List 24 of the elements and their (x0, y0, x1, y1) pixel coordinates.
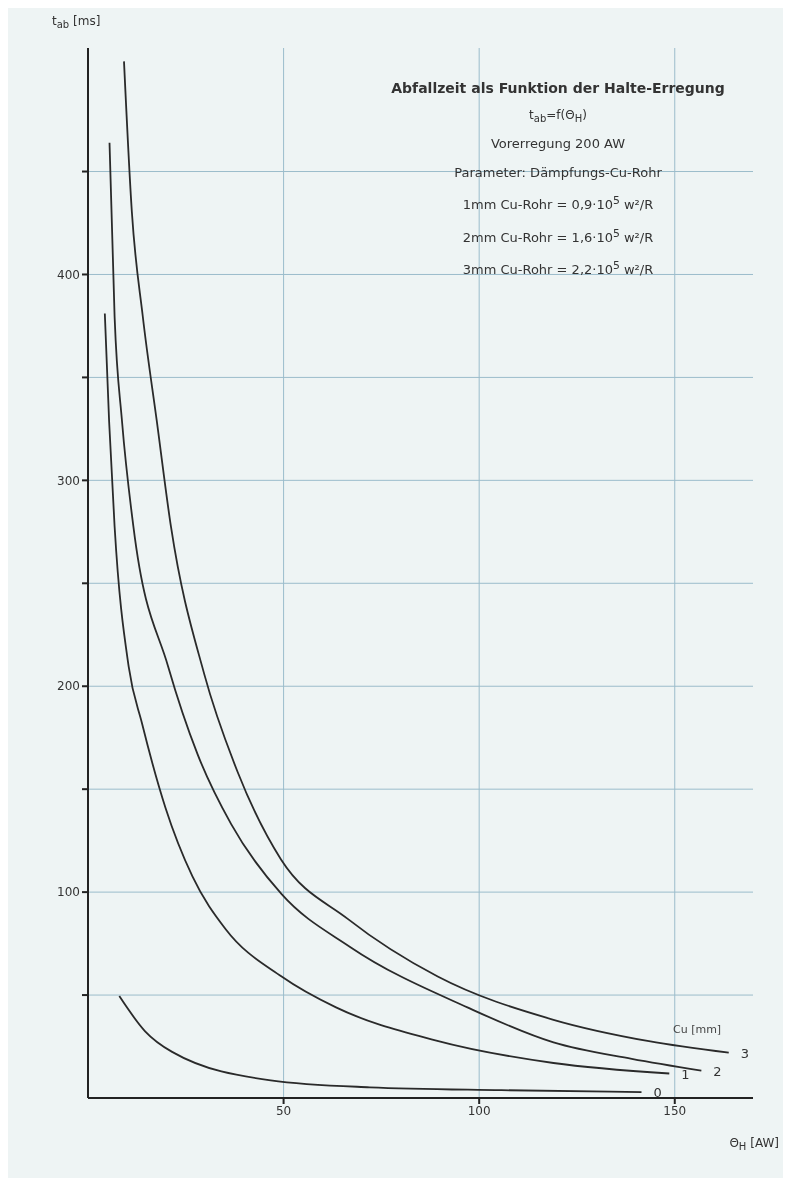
series-label: 1 (681, 1066, 690, 1082)
y-tick-label: 200 (57, 679, 80, 694)
y-axis-title: t$_{ab}$ [ms] (52, 14, 101, 31)
line-series (118, 995, 643, 1093)
annotation: Vorerregung 200 AW (489, 136, 627, 152)
legend-title: Cu [mm] (673, 1023, 722, 1036)
y-tick-label: 400 (57, 267, 80, 282)
series-label: 2 (713, 1063, 722, 1079)
line-series (103, 312, 671, 1075)
x-tick-label: 100 (467, 1103, 491, 1118)
annotation: 3mm Cu-Rohr = 2,2·10$^{5}$ w²/R (461, 259, 655, 278)
line-series (123, 60, 730, 1054)
x-tick-label: 150 (663, 1103, 687, 1118)
x-tick-label: 50 (275, 1103, 292, 1118)
y-tick-label: 300 (57, 473, 80, 488)
series-label: 0 (653, 1085, 662, 1101)
text: t$_{ab}$=f(Θ$_{H}$) (528, 108, 588, 125)
annotation: 2mm Cu-Rohr = 1,6·10$^{5}$ w²/R (461, 226, 655, 246)
y-tick-label: 100 (57, 885, 80, 900)
series-label: 3 (740, 1045, 750, 1061)
annotation: Parameter: Dämpfungs-Cu-Rohr (453, 165, 663, 181)
annotation: 1mm Cu-Rohr = 0,9·10$^{5}$ w²/R (461, 194, 655, 213)
text: Abfallzeit als Funktion der Halte-Erregung (390, 80, 726, 96)
x-axis-title: Θ$_{H}$ [AW] (729, 1136, 779, 1153)
